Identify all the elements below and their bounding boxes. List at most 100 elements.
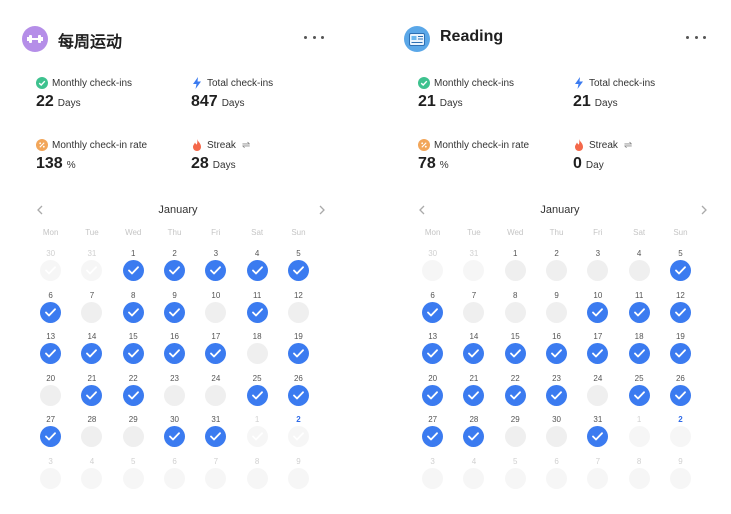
calendar-day[interactable]: 27 (30, 414, 71, 456)
calendar-day[interactable]: 30 (536, 414, 577, 456)
calendar-day[interactable]: 20 (412, 373, 453, 415)
calendar-day[interactable]: 6 (154, 456, 195, 498)
calendar-day[interactable]: 21 (453, 373, 494, 415)
calendar-day[interactable]: 26 (278, 373, 319, 415)
more-options-button[interactable] (304, 30, 324, 44)
stat-value: 21 (418, 93, 436, 110)
calendar-day[interactable]: 13 (30, 331, 71, 373)
calendar-day[interactable]: 7 (71, 290, 112, 332)
stat-unit: Days (212, 160, 236, 171)
calendar-day[interactable]: 9 (536, 290, 577, 332)
unchecked-day-circle (546, 260, 568, 281)
calendar-day[interactable]: 6 (30, 290, 71, 332)
calendar-day[interactable]: 11 (236, 290, 277, 332)
next-month-button[interactable] (696, 202, 712, 218)
calendar-day[interactable]: 15 (495, 331, 536, 373)
calendar-day[interactable]: 2 (536, 248, 577, 290)
calendar-day[interactable]: 19 (278, 331, 319, 373)
calendar-day[interactable]: 22 (113, 373, 154, 415)
calendar-day[interactable]: 18 (618, 331, 659, 373)
calendar-day[interactable]: 4 (71, 456, 112, 498)
calendar-day[interactable]: 3 (412, 456, 453, 498)
swap-icon[interactable]: ⇌ (241, 139, 251, 151)
calendar-day[interactable]: 22 (495, 373, 536, 415)
calendar-day[interactable]: 12 (278, 290, 319, 332)
calendar-day[interactable]: 30 (30, 248, 71, 290)
calendar-day[interactable]: 15 (113, 331, 154, 373)
calendar-day[interactable]: 5 (660, 248, 701, 290)
calendar-day[interactable]: 8 (236, 456, 277, 498)
calendar-day[interactable]: 24 (195, 373, 236, 415)
day-number: 19 (675, 332, 685, 341)
more-options-button[interactable] (686, 30, 706, 44)
month-label: January (158, 204, 198, 216)
calendar-day[interactable]: 25 (618, 373, 659, 415)
calendar-day[interactable]: 3 (577, 248, 618, 290)
prev-month-button[interactable] (32, 202, 48, 218)
calendar-day[interactable]: 29 (495, 414, 536, 456)
calendar-day[interactable]: 23 (154, 373, 195, 415)
calendar-day[interactable]: 9 (154, 290, 195, 332)
calendar-day[interactable]: 28 (453, 414, 494, 456)
calendar-day[interactable]: 17 (577, 331, 618, 373)
calendar-day[interactable]: 31 (577, 414, 618, 456)
calendar-day[interactable]: 5 (113, 456, 154, 498)
calendar-day[interactable]: 31 (71, 248, 112, 290)
calendar-day[interactable]: 19 (660, 331, 701, 373)
calendar-day[interactable]: 11 (618, 290, 659, 332)
calendar-day[interactable]: 3 (195, 248, 236, 290)
calendar-day[interactable]: 4 (453, 456, 494, 498)
calendar-day[interactable]: 18 (236, 331, 277, 373)
calendar-day[interactable]: 31 (453, 248, 494, 290)
unchecked-day-circle (164, 467, 186, 489)
calendar-day[interactable]: 2 (278, 414, 319, 456)
calendar-day[interactable]: 3 (30, 456, 71, 498)
calendar-day[interactable]: 17 (195, 331, 236, 373)
next-month-button[interactable] (314, 202, 330, 218)
calendar-day[interactable]: 24 (577, 373, 618, 415)
calendar-day[interactable]: 31 (195, 414, 236, 456)
swap-icon[interactable]: ⇌ (623, 139, 633, 151)
calendar-day[interactable]: 4 (618, 248, 659, 290)
calendar-day[interactable]: 30 (154, 414, 195, 456)
calendar-day[interactable]: 8 (495, 290, 536, 332)
calendar-day[interactable]: 6 (536, 456, 577, 498)
calendar-day[interactable]: 30 (412, 248, 453, 290)
calendar-day[interactable]: 25 (236, 373, 277, 415)
calendar-day[interactable]: 12 (660, 290, 701, 332)
calendar-day[interactable]: 7 (195, 456, 236, 498)
calendar-day[interactable]: 26 (660, 373, 701, 415)
calendar-day[interactable]: 8 (113, 290, 154, 332)
calendar-day[interactable]: 2 (660, 414, 701, 456)
calendar-day[interactable]: 1 (618, 414, 659, 456)
calendar-day[interactable]: 16 (154, 331, 195, 373)
checked-day-icon (669, 384, 691, 406)
calendar-day[interactable]: 27 (412, 414, 453, 456)
calendar-day[interactable]: 7 (453, 290, 494, 332)
calendar-day[interactable]: 1 (113, 248, 154, 290)
calendar-day[interactable]: 5 (278, 248, 319, 290)
stat-label: Monthly check-in rate (52, 139, 148, 151)
calendar-day[interactable]: 1 (236, 414, 277, 456)
calendar-day[interactable]: 28 (71, 414, 112, 456)
calendar-day[interactable]: 4 (236, 248, 277, 290)
calendar-day[interactable]: 23 (536, 373, 577, 415)
calendar-day[interactable]: 13 (412, 331, 453, 373)
calendar-day[interactable]: 14 (453, 331, 494, 373)
calendar-day[interactable]: 7 (577, 456, 618, 498)
calendar-day[interactable]: 8 (618, 456, 659, 498)
calendar-day[interactable]: 6 (412, 290, 453, 332)
calendar-day[interactable]: 1 (495, 248, 536, 290)
calendar-day[interactable]: 9 (660, 456, 701, 498)
calendar-day[interactable]: 29 (113, 414, 154, 456)
calendar-day[interactable]: 21 (71, 373, 112, 415)
calendar-day[interactable]: 20 (30, 373, 71, 415)
calendar-day[interactable]: 14 (71, 331, 112, 373)
calendar-day[interactable]: 5 (495, 456, 536, 498)
calendar-day[interactable]: 2 (154, 248, 195, 290)
calendar-day[interactable]: 16 (536, 331, 577, 373)
calendar-day[interactable]: 9 (278, 456, 319, 498)
calendar-day[interactable]: 10 (195, 290, 236, 332)
prev-month-button[interactable] (414, 202, 430, 218)
calendar-day[interactable]: 10 (577, 290, 618, 332)
